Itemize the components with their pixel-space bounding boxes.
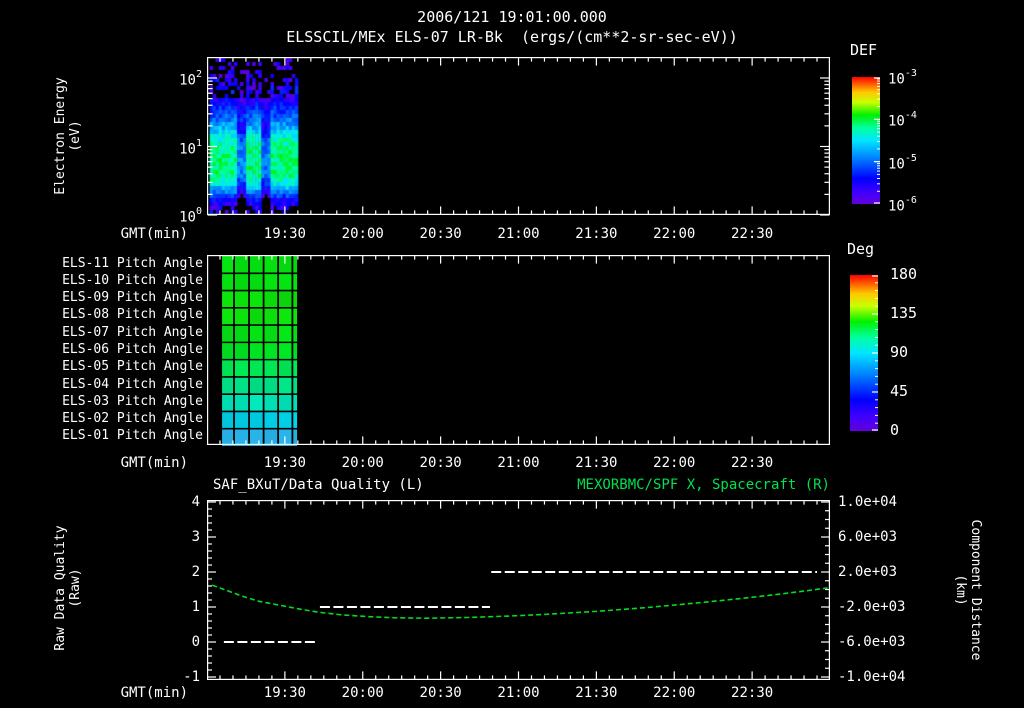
colorbar1-tick-label: 10-5	[888, 152, 917, 173]
panel1-x-tick-label: 19:30	[263, 226, 306, 242]
colorbar2-tick-label: 0	[890, 421, 900, 439]
colorbar2-tick-label: 90	[890, 343, 909, 361]
panel1-x-tick-label: 21:30	[575, 226, 618, 242]
panel3-left-y-tick-label: 2	[191, 564, 200, 580]
panel3-x-tick-label: 20:30	[419, 685, 462, 701]
panel1-x-tick-label: 20:30	[419, 226, 462, 242]
panel3-x-tick-label: 19:30	[263, 685, 306, 701]
colorbar1	[852, 77, 880, 204]
colorbar1-ticks	[874, 77, 880, 204]
panel1-y-axis-label: Electron Energy (eV)	[53, 26, 87, 246]
colorbar2-tick-label: 135	[890, 304, 918, 322]
panel1-y-axis-label-line1: Electron Energy	[53, 77, 68, 195]
panel1-y-tick-label: 102	[179, 69, 202, 89]
colorbar1-tick-label: 10-3	[888, 68, 917, 88]
panel2-row-label: ELS-03 Pitch Angle	[62, 393, 203, 409]
panel3-left-y-tick-label: 1	[191, 599, 200, 615]
colorbar1-tick-label: 10-6	[888, 195, 917, 215]
colorbar2-tick-label: 180	[890, 265, 918, 283]
panel2-row-label: ELS-09 Pitch Angle	[62, 290, 203, 306]
panel3-left-y-tick-label: 3	[191, 529, 200, 545]
panel3-x-tick-label: 22:00	[653, 685, 696, 701]
panel3-right-y-axis-label: Component Distance (km)	[949, 480, 983, 700]
panel2-x-tick-label: 21:30	[575, 455, 618, 471]
panel3-x-tick-label: 21:00	[497, 685, 540, 701]
colorbar2-tick-label: 45	[890, 382, 909, 400]
panel2-x-tick-label: 21:00	[497, 455, 540, 471]
panel1-x-tick-label: 22:00	[653, 226, 696, 242]
colorbar1-title: DEF	[850, 41, 878, 59]
panel3-right-y-tick-label: -2.0e+03	[838, 599, 906, 615]
panel1-y-axis-label-line2: (eV)	[68, 120, 83, 152]
panel1-x-tick-label: 20:00	[341, 226, 384, 242]
panel3-left-title: SAF_BXuT/Data Quality (L)	[213, 477, 424, 493]
panel3-plot-frame	[207, 500, 830, 681]
panel2-row-label: ELS-10 Pitch Angle	[62, 272, 203, 288]
page-subtitle: ELSSCIL/MEx ELS-07 LR-Bk (ergs/(cm**2-sr…	[286, 28, 738, 46]
panel2-plot-frame	[207, 255, 830, 446]
panel1-y-tick-label: 101	[179, 137, 202, 158]
colorbar2-ticks	[872, 275, 878, 431]
panel3-right-y-tick-label: 1.0e+04	[838, 494, 898, 510]
spectrogram-canvas	[207, 57, 830, 215]
panel3-right-y-tick-label: 2.0e+03	[838, 564, 898, 580]
panel3-right-y-axis-label-line2: (km)	[953, 574, 968, 606]
colorbar2-title: Deg	[847, 240, 875, 258]
page-title: 2006/121 19:01:00.000	[417, 8, 607, 26]
panel2-x-tick-label: 20:30	[419, 455, 462, 471]
panel3-left-y-axis-label-line1: Raw Data Quality	[53, 525, 68, 651]
panel3-right-y-tick-label: -6.0e+03	[838, 634, 906, 650]
panel3-right-y-axis-label-line1: Component Distance	[968, 519, 983, 661]
panel1-x-tick-label: 22:30	[731, 226, 774, 242]
panel1-x-tick-label: 21:00	[497, 226, 540, 242]
panel2-row-label: ELS-11 Pitch Angle	[62, 255, 203, 271]
panel3-x-tick-label: 22:30	[731, 685, 774, 701]
panel3-left-y-tick-label: 4	[191, 494, 200, 510]
panel3-x-tick-label: 20:00	[341, 685, 384, 701]
panel2-row-label: ELS-06 Pitch Angle	[62, 342, 203, 357]
gmt-axis-label: GMT(min)	[120, 685, 188, 701]
panel1-plot-frame	[207, 57, 830, 216]
panel2-row-label: ELS-08 Pitch Angle	[62, 307, 203, 323]
panel2-row-label: ELS-04 Pitch Angle	[62, 376, 203, 392]
panel1-y-tick-label: 100	[179, 206, 202, 226]
panel3-left-y-tick-label: -1	[183, 669, 200, 685]
panel2-row-label: ELS-05 Pitch Angle	[62, 359, 203, 375]
panel3-left-y-tick-label: 0	[191, 634, 200, 650]
panel3-right-title: MEXORBMC/SPF X, Spacecraft (R)	[577, 477, 830, 493]
panel2-x-tick-label: 20:00	[341, 455, 384, 471]
panel2-row-label: ELS-07 Pitch Angle	[62, 324, 203, 340]
panel3-x-tick-label: 21:30	[575, 685, 618, 701]
gmt-axis-label: GMT(min)	[120, 455, 188, 471]
panel2-row-label: ELS-02 Pitch Angle	[62, 411, 203, 427]
panel3-left-y-axis-label: Raw Data Quality (Raw)	[53, 478, 87, 698]
gmt-axis-label: GMT(min)	[120, 226, 188, 242]
panel2-row-label: ELS-01 Pitch Angle	[62, 428, 203, 444]
panel2-x-tick-label: 22:30	[731, 455, 774, 471]
component-distance-curve	[211, 584, 828, 620]
panel3-right-y-tick-label: 6.0e+03	[838, 529, 898, 545]
colorbar1-tick-label: 10-4	[888, 110, 917, 130]
panel3-left-y-axis-label-line2: (Raw)	[68, 568, 83, 608]
panel3-right-y-tick-label: -1.0e+04	[838, 669, 906, 685]
panel2-x-tick-label: 19:30	[263, 455, 306, 471]
panel2-x-tick-label: 22:00	[653, 455, 696, 471]
